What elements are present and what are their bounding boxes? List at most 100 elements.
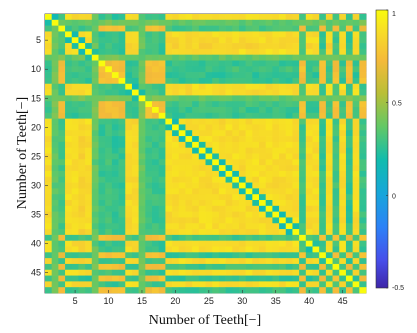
heatmap-cell	[359, 147, 367, 154]
heatmap-cell	[51, 112, 59, 119]
heatmap-cell	[352, 281, 360, 288]
heatmap-cell	[205, 107, 213, 114]
heatmap-cell	[272, 240, 280, 247]
heatmap-cell	[152, 205, 160, 212]
heatmap-cell	[158, 66, 166, 73]
heatmap-cell	[305, 275, 313, 282]
heatmap-cell	[125, 112, 133, 119]
heatmap-cell	[319, 159, 327, 166]
heatmap-cell	[152, 229, 160, 236]
heatmap-cell	[198, 176, 206, 183]
heatmap-cell	[198, 101, 206, 108]
heatmap-cell	[359, 107, 367, 114]
heatmap-cell	[285, 101, 293, 108]
heatmap-cell	[232, 66, 240, 73]
heatmap-cell	[145, 246, 153, 253]
heatmap-cell	[319, 72, 327, 79]
heatmap-cell	[212, 246, 220, 253]
heatmap-cell	[332, 269, 340, 276]
heatmap-cell	[259, 147, 267, 154]
heatmap-cell	[145, 281, 153, 288]
heatmap-cell	[279, 77, 287, 85]
heatmap-cell	[198, 25, 206, 32]
heatmap-cell	[259, 130, 267, 137]
heatmap-cell	[58, 77, 66, 85]
heatmap-cell	[232, 176, 240, 183]
heatmap-cell	[352, 275, 360, 282]
y-tick-label: 45	[31, 268, 41, 278]
heatmap-cell	[292, 234, 300, 242]
heatmap-cell	[218, 101, 226, 108]
heatmap-cell	[51, 48, 59, 56]
heatmap-cell	[332, 246, 340, 253]
heatmap-cell	[218, 112, 226, 119]
heatmap-cell	[285, 130, 293, 137]
heatmap-cell	[172, 211, 180, 218]
heatmap-cell	[91, 95, 99, 102]
heatmap-cell	[272, 118, 280, 125]
heatmap-cell	[178, 217, 186, 224]
heatmap-cell	[198, 130, 206, 137]
heatmap-cell	[145, 19, 153, 26]
heatmap-cell	[292, 54, 300, 61]
heatmap-cell	[145, 147, 153, 154]
heatmap-cell	[78, 287, 86, 294]
heatmap-cell	[319, 77, 327, 85]
heatmap-cell	[152, 66, 160, 73]
heatmap-cell	[105, 31, 113, 38]
heatmap-cell	[238, 258, 246, 265]
heatmap-cell	[98, 130, 106, 137]
heatmap-cell	[285, 287, 293, 294]
heatmap-cell	[105, 223, 113, 230]
heatmap-cell	[192, 14, 200, 21]
heatmap-cell	[238, 43, 246, 50]
heatmap-cell	[65, 159, 73, 166]
heatmap-cell	[305, 89, 313, 96]
heatmap-cell	[85, 263, 93, 271]
heatmap-cell	[165, 37, 173, 44]
heatmap-cell	[252, 281, 260, 288]
heatmap-cell	[312, 19, 320, 26]
heatmap-cell	[332, 19, 340, 26]
heatmap-cell	[105, 112, 113, 119]
heatmap-cell	[172, 147, 180, 154]
heatmap-cell	[165, 246, 173, 253]
heatmap-cell	[58, 263, 66, 271]
heatmap-cell	[212, 66, 220, 73]
heatmap-cell	[265, 77, 273, 85]
heatmap-cell	[78, 14, 86, 21]
heatmap-cell	[339, 211, 347, 218]
heatmap-cell	[245, 269, 253, 276]
heatmap-cell	[292, 159, 300, 166]
heatmap-cell	[359, 112, 367, 119]
heatmap-cell	[125, 130, 133, 137]
heatmap-cell	[98, 176, 106, 183]
heatmap-cell	[345, 118, 353, 125]
heatmap-cell	[85, 223, 93, 230]
heatmap-cell	[118, 37, 126, 44]
heatmap-cell	[218, 200, 226, 207]
heatmap-cell	[245, 54, 253, 61]
heatmap-cell	[305, 176, 313, 183]
heatmap-cell	[292, 101, 300, 108]
heatmap-cell	[218, 66, 226, 73]
heatmap-cell	[51, 281, 59, 288]
heatmap-cell	[78, 25, 86, 32]
heatmap-cell	[85, 275, 93, 282]
heatmap-cell	[305, 77, 313, 85]
heatmap-cell	[118, 176, 126, 183]
heatmap-cell	[118, 14, 126, 21]
heatmap-cell	[192, 141, 200, 149]
heatmap-cell	[145, 72, 153, 79]
heatmap-cell	[78, 124, 86, 131]
heatmap-cell	[205, 200, 213, 207]
heatmap-cell	[85, 83, 93, 90]
heatmap-cell	[272, 252, 280, 259]
heatmap-cell	[111, 194, 119, 201]
heatmap-cell	[238, 252, 246, 259]
heatmap-cell	[205, 211, 213, 218]
heatmap-cell	[359, 170, 367, 178]
heatmap-cell	[352, 176, 360, 183]
heatmap-cell	[319, 229, 327, 236]
heatmap-cell	[85, 269, 93, 276]
